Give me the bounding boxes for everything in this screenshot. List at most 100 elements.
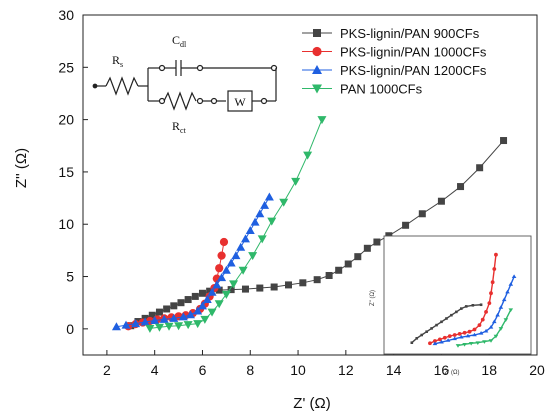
inset-point bbox=[452, 336, 457, 341]
inset-point bbox=[420, 333, 423, 337]
inset-point bbox=[488, 325, 494, 329]
data-point bbox=[197, 301, 207, 310]
data-point bbox=[229, 280, 239, 289]
data-point bbox=[248, 252, 258, 261]
rct-label: Rct bbox=[172, 119, 187, 135]
y-tick-label: 20 bbox=[58, 112, 74, 128]
inset-point bbox=[464, 305, 468, 308]
data-point bbox=[303, 151, 313, 160]
inset-point bbox=[508, 308, 514, 312]
series-3 bbox=[111, 192, 274, 331]
series-layer bbox=[111, 116, 508, 333]
series-4 bbox=[145, 116, 327, 333]
data-point bbox=[121, 320, 131, 329]
inset-point bbox=[493, 334, 499, 339]
data-point bbox=[215, 286, 223, 294]
data-point bbox=[240, 234, 250, 243]
inset-point bbox=[450, 313, 453, 317]
inset-series bbox=[410, 252, 517, 348]
inset-point bbox=[478, 331, 484, 335]
inset-frame bbox=[383, 235, 532, 355]
inset-point bbox=[435, 323, 438, 327]
data-point bbox=[198, 289, 206, 297]
inset-point bbox=[511, 274, 517, 278]
inset-point bbox=[488, 339, 494, 343]
inset-point bbox=[503, 318, 509, 322]
inset-point bbox=[495, 312, 500, 317]
data-point bbox=[363, 244, 371, 252]
data-point bbox=[170, 302, 178, 310]
inset-series-2 bbox=[428, 252, 498, 346]
inset-point bbox=[501, 297, 507, 302]
data-point bbox=[140, 317, 150, 326]
x-tick-label: 12 bbox=[338, 362, 354, 378]
inset-point bbox=[462, 343, 467, 347]
data-point bbox=[313, 276, 321, 284]
x-axis-title: Z' (Ω) bbox=[293, 395, 330, 412]
inset-plot: Z" (Ω) Z' (Ω) bbox=[370, 235, 532, 376]
data-point bbox=[236, 242, 246, 251]
inset-point bbox=[480, 317, 485, 322]
inset-point bbox=[468, 341, 474, 346]
x-tick-label: 6 bbox=[199, 362, 207, 378]
data-point bbox=[186, 310, 196, 319]
x-tick-label: 10 bbox=[290, 362, 306, 378]
data-point bbox=[217, 251, 226, 260]
legend-label: PKS-lignin/PAN 1000CFs bbox=[340, 45, 487, 60]
data-point bbox=[212, 280, 222, 289]
inset-point bbox=[498, 327, 504, 331]
data-point bbox=[255, 209, 265, 218]
legend-marker bbox=[312, 84, 322, 94]
warburg-label: W bbox=[234, 95, 246, 109]
inset-point bbox=[442, 335, 447, 340]
data-point bbox=[221, 265, 231, 274]
data-point bbox=[150, 315, 160, 324]
data-point bbox=[174, 322, 184, 331]
x-tick-label: 8 bbox=[246, 362, 254, 378]
data-point bbox=[418, 210, 426, 218]
y-axis-ticks: 0 5 10 15 20 25 30 bbox=[58, 7, 88, 337]
data-point bbox=[284, 281, 292, 289]
data-point bbox=[299, 279, 307, 287]
y-tick-label: 15 bbox=[58, 164, 74, 180]
inset-point bbox=[455, 344, 461, 348]
data-point bbox=[260, 200, 270, 209]
x-tick-label: 16 bbox=[434, 362, 450, 378]
y-axis-title: Z'' (Ω) bbox=[13, 148, 30, 188]
inset-point bbox=[452, 333, 457, 337]
inset-point bbox=[467, 329, 472, 334]
inset-point bbox=[410, 341, 414, 344]
legend: PKS-lignin/PAN 900CFs PKS-lignin/PAN 1000… bbox=[302, 26, 487, 97]
inset-point bbox=[482, 340, 487, 344]
inset-point bbox=[490, 280, 495, 285]
legend-label: PAN 1000CFs bbox=[340, 82, 423, 97]
series-1 bbox=[127, 137, 508, 330]
data-point bbox=[177, 299, 185, 307]
data-point bbox=[231, 251, 241, 260]
cdl-label: Cdl bbox=[172, 33, 187, 49]
data-point bbox=[183, 321, 193, 330]
inset-series-3 bbox=[432, 274, 517, 346]
data-point bbox=[215, 264, 224, 273]
inset-point bbox=[472, 327, 477, 332]
inset-point bbox=[462, 330, 467, 335]
x-tick-label: 18 bbox=[481, 362, 497, 378]
inset-y-label: Z" (Ω) bbox=[370, 290, 376, 306]
y-tick-label: 25 bbox=[58, 59, 74, 75]
data-point bbox=[148, 311, 156, 319]
inset-point bbox=[477, 323, 482, 327]
inset-point bbox=[471, 304, 475, 307]
inset-point bbox=[430, 327, 433, 330]
data-point bbox=[317, 116, 327, 125]
inset-point bbox=[432, 341, 438, 346]
inset-point bbox=[447, 334, 452, 338]
data-point bbox=[437, 197, 445, 205]
y-tick-label: 10 bbox=[58, 216, 74, 232]
data-point bbox=[154, 323, 164, 332]
inset-point bbox=[489, 291, 493, 296]
data-point bbox=[335, 266, 343, 274]
data-point bbox=[241, 285, 249, 293]
y-tick-label: 0 bbox=[66, 321, 74, 337]
data-point bbox=[219, 237, 229, 247]
